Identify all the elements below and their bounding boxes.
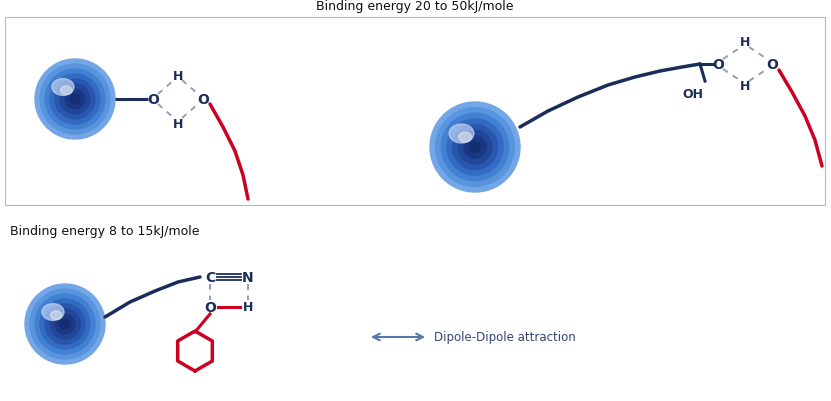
Text: H: H bbox=[243, 301, 253, 314]
Circle shape bbox=[50, 309, 80, 339]
Text: OH: OH bbox=[682, 88, 704, 101]
Circle shape bbox=[447, 119, 503, 176]
Circle shape bbox=[45, 70, 105, 130]
Circle shape bbox=[453, 125, 498, 170]
Ellipse shape bbox=[52, 79, 74, 96]
Circle shape bbox=[70, 95, 80, 105]
Text: H: H bbox=[740, 36, 750, 49]
Circle shape bbox=[30, 289, 100, 359]
Bar bbox=[5, 18, 825, 205]
Circle shape bbox=[464, 136, 486, 159]
Circle shape bbox=[60, 319, 70, 329]
Circle shape bbox=[35, 294, 95, 354]
Ellipse shape bbox=[459, 133, 471, 143]
Text: N: N bbox=[242, 270, 253, 284]
Circle shape bbox=[441, 114, 509, 181]
Ellipse shape bbox=[51, 311, 61, 320]
Circle shape bbox=[40, 65, 110, 135]
Text: H: H bbox=[173, 69, 183, 82]
Text: O: O bbox=[712, 58, 724, 72]
Circle shape bbox=[60, 85, 90, 115]
Ellipse shape bbox=[42, 304, 64, 321]
Text: H: H bbox=[173, 117, 183, 130]
Circle shape bbox=[35, 60, 115, 140]
Circle shape bbox=[55, 314, 75, 334]
Text: Dipole-Dipole attraction: Dipole-Dipole attraction bbox=[434, 331, 576, 344]
Circle shape bbox=[430, 103, 520, 192]
Circle shape bbox=[458, 131, 492, 164]
Text: Binding energy 20 to 50kJ/mole: Binding energy 20 to 50kJ/mole bbox=[317, 0, 514, 13]
Circle shape bbox=[50, 75, 100, 125]
Text: O: O bbox=[147, 93, 159, 107]
Circle shape bbox=[65, 90, 85, 110]
Text: O: O bbox=[204, 300, 216, 314]
Circle shape bbox=[25, 284, 105, 364]
Circle shape bbox=[40, 299, 90, 349]
Ellipse shape bbox=[449, 125, 474, 144]
Circle shape bbox=[435, 108, 514, 187]
Text: O: O bbox=[197, 93, 209, 107]
Text: O: O bbox=[766, 58, 778, 72]
Text: Binding energy 8 to 15kJ/mole: Binding energy 8 to 15kJ/mole bbox=[10, 225, 199, 237]
Circle shape bbox=[55, 80, 95, 120]
Circle shape bbox=[45, 304, 85, 344]
Text: C: C bbox=[205, 270, 215, 284]
Circle shape bbox=[470, 142, 480, 153]
Text: H: H bbox=[740, 80, 750, 93]
Ellipse shape bbox=[61, 87, 71, 95]
